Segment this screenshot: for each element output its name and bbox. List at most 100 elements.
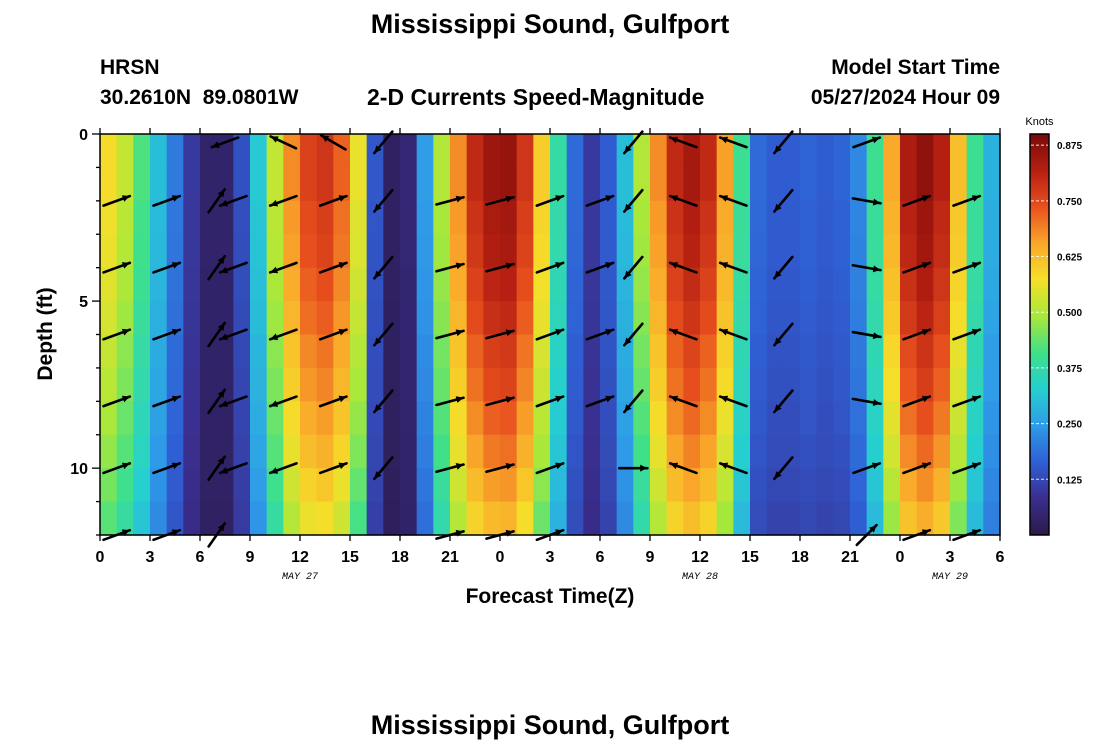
heatmap-cell: [883, 200, 901, 235]
heatmap-cell: [900, 134, 918, 169]
heatmap-cell: [416, 468, 434, 503]
vector-arrowhead: [971, 529, 980, 536]
heatmap-cell: [850, 200, 868, 235]
heatmap-cell: [216, 468, 234, 503]
heatmap-cell: [566, 234, 584, 269]
heatmap-cell: [200, 468, 218, 503]
heatmap-cell: [733, 301, 751, 336]
heatmap-cell: [766, 267, 784, 302]
vector-arrowhead: [774, 404, 782, 413]
heatmap-cell: [950, 267, 968, 302]
vector-arrowhead: [555, 462, 564, 470]
heatmap-cell: [716, 434, 734, 469]
heatmap-cell: [716, 200, 734, 235]
station-id: HRSN: [100, 56, 160, 79]
heatmap-cell: [583, 200, 601, 235]
heatmap-cell: [850, 501, 868, 536]
vector-arrowhead: [338, 462, 347, 470]
vector-arrowhead: [670, 136, 679, 144]
heatmap-cell: [700, 167, 718, 202]
heatmap-cell: [866, 468, 884, 503]
heatmap-cell: [566, 200, 584, 235]
heatmap-cells: [100, 134, 1001, 536]
heatmap-cell: [466, 401, 484, 436]
heatmap-cell: [700, 468, 718, 503]
vector-arrowhead: [171, 395, 180, 403]
heatmap-cell: [683, 167, 701, 202]
vector-arrowhead: [971, 262, 980, 269]
heatmap-cell: [116, 434, 134, 469]
heatmap-cell: [700, 234, 718, 269]
heatmap-cell: [466, 134, 484, 169]
heatmap-cell: [816, 267, 834, 302]
heatmap-cell: [550, 468, 568, 503]
heatmap-cell: [266, 234, 284, 269]
heatmap-cell: [100, 167, 118, 202]
vector-arrowhead: [624, 145, 632, 154]
heatmap-cell: [866, 434, 884, 469]
heatmap-cell: [350, 401, 368, 436]
heatmap-cell: [733, 468, 751, 503]
x-tick-label: 18: [791, 549, 809, 566]
heatmap-cell: [400, 334, 418, 369]
heatmap-cell: [916, 334, 934, 369]
heatmap-cell: [633, 134, 651, 169]
vector-arrowhead: [555, 328, 564, 336]
heatmap-cell: [750, 367, 768, 402]
heatmap-cell: [650, 200, 668, 235]
x-tick-label: 0: [96, 549, 105, 566]
heatmap-cell: [366, 367, 384, 402]
heatmap-cell: [850, 434, 868, 469]
heatmap-cell: [916, 401, 934, 436]
heatmap-cell: [466, 167, 484, 202]
heatmap-cell: [283, 434, 301, 469]
heatmap-cell: [233, 301, 251, 336]
heatmap-cell: [650, 334, 668, 369]
x-date-label: MAY 29: [932, 572, 968, 583]
heatmap-cell: [350, 367, 368, 402]
heatmap-cell: [400, 267, 418, 302]
vector-arrowhead: [455, 195, 464, 203]
heatmap-cell: [583, 167, 601, 202]
heatmap-cell: [583, 401, 601, 436]
heatmap-cell: [400, 367, 418, 402]
vector-arrowhead: [921, 529, 930, 536]
heatmap-cell: [516, 367, 534, 402]
heatmap-cell: [300, 367, 318, 402]
heatmap-cell: [566, 134, 584, 169]
heatmap-cell: [750, 434, 768, 469]
heatmap-cell: [316, 468, 334, 503]
heatmap-cell: [383, 200, 401, 235]
heatmap-cell: [616, 501, 634, 536]
heatmap-cell: [966, 434, 984, 469]
vector-arrowhead: [270, 333, 279, 341]
heatmap-cell: [850, 267, 868, 302]
vector-arrowhead: [774, 270, 782, 279]
heatmap-cell: [916, 200, 934, 235]
vector-arrowhead: [971, 328, 980, 336]
x-date-label: MAY 28: [682, 572, 718, 583]
heatmap-cell: [700, 434, 718, 469]
heatmap-cell: [533, 267, 551, 302]
heatmap-cell: [983, 401, 1001, 436]
heatmap-cell: [950, 134, 968, 169]
heatmap-cell: [283, 501, 301, 536]
heatmap-cell: [166, 434, 184, 469]
heatmap-cell: [250, 401, 268, 436]
heatmap-cell: [516, 134, 534, 169]
heatmap-cell: [183, 401, 201, 436]
footer-title: Mississippi Sound, Gulfport: [370, 710, 730, 740]
heatmap-cell: [583, 367, 601, 402]
heatmap-cell: [900, 501, 918, 536]
heatmap-cell: [866, 267, 884, 302]
heatmap-cell: [133, 134, 151, 169]
heatmap-cell: [266, 167, 284, 202]
heatmap-cell: [600, 468, 618, 503]
heatmap-cell: [466, 367, 484, 402]
heatmap-cell: [400, 434, 418, 469]
heatmap-cell: [916, 267, 934, 302]
heatmap-cell: [583, 468, 601, 503]
vector-arrowhead: [624, 270, 632, 279]
heatmap-cell: [933, 367, 951, 402]
vector-arrowhead: [555, 262, 564, 269]
